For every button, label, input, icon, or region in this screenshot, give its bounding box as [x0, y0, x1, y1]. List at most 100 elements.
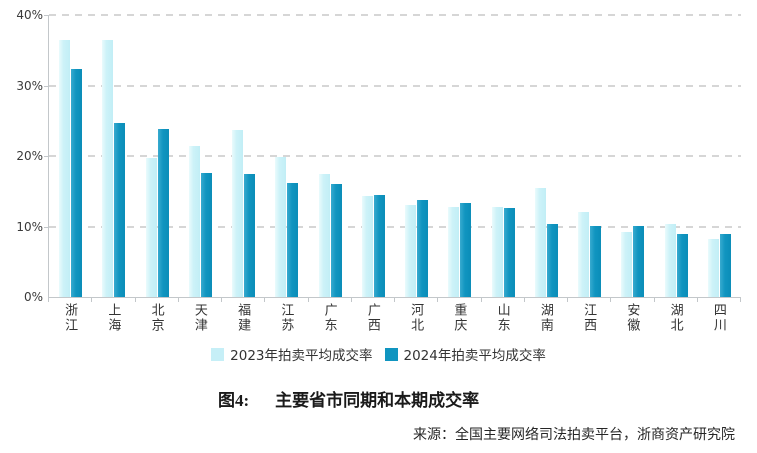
x-axis-category: 重庆: [437, 303, 480, 337]
bar-group: [568, 15, 611, 297]
bar-2024: [330, 183, 342, 297]
bar-2023: [361, 196, 373, 297]
legend: 2023年拍卖平均成交率 2024年拍卖平均成交率: [0, 344, 757, 364]
x-axis-category-text: 浙江: [62, 303, 78, 333]
x-axis-category-text: 安徽: [624, 303, 640, 333]
y-axis-tick: [44, 15, 48, 16]
bar-2024: [71, 69, 83, 297]
bar-group: [698, 15, 741, 297]
bar-2024: [590, 225, 602, 297]
gridline-30: [49, 84, 741, 87]
bar-group: [482, 15, 525, 297]
x-axis-tick: [610, 298, 612, 302]
bar-2024: [287, 182, 299, 297]
x-axis-labels: 浙江 上海 北京 天津 福建 江苏 广东 广西 河北 重庆 山东 湖南 江西 安徽 湖北 四川: [48, 303, 740, 337]
x-axis-category: 山东: [481, 303, 524, 337]
x-axis-category-text: 上海: [105, 303, 121, 333]
x-axis-tick: [307, 298, 309, 302]
bar-2024: [633, 225, 645, 297]
x-axis-tick: [523, 298, 525, 302]
bar-2023: [102, 39, 114, 297]
x-axis-category-text: 四川: [710, 303, 726, 333]
x-axis-tick: [350, 298, 352, 302]
x-axis-category-text: 湖南: [537, 303, 553, 333]
bar-group: [395, 15, 438, 297]
bar-2023: [534, 188, 546, 297]
x-axis-tick: [91, 298, 93, 302]
bar-2024: [417, 200, 429, 297]
x-axis-category-text: 山东: [494, 303, 510, 333]
bar-group: [92, 15, 135, 297]
bar-2024: [460, 203, 472, 297]
x-axis-tick: [221, 298, 222, 302]
bar-2023: [232, 129, 244, 297]
bar-2023: [664, 224, 676, 297]
caption-title: 主要省市同期和本期成交率: [275, 391, 480, 410]
bar-2024: [244, 174, 256, 297]
x-axis-tick: [696, 298, 698, 302]
y-axis-tick: [44, 226, 48, 228]
x-axis-category: 湖南: [524, 303, 567, 337]
x-axis-category-text: 广东: [321, 303, 337, 333]
x-axis-category: 江苏: [264, 303, 307, 337]
x-axis-tick: [567, 298, 568, 302]
x-axis-category-text: 湖北: [667, 303, 683, 333]
bar-group: [655, 15, 698, 297]
bar-2024: [200, 172, 212, 297]
x-axis-tick: [264, 298, 266, 302]
x-axis-tick: [480, 298, 482, 302]
x-axis-category-text: 广西: [364, 303, 380, 333]
x-axis-category: 江西: [567, 303, 610, 337]
bar-group: [136, 15, 179, 297]
x-axis-category-text: 重庆: [451, 303, 467, 333]
x-axis-category-text: 河北: [408, 303, 424, 333]
bar-2023: [405, 204, 417, 297]
x-axis-category: 北京: [135, 303, 178, 337]
x-axis-category: 广东: [308, 303, 351, 337]
bar-group: [352, 15, 395, 297]
bar-2023: [491, 207, 503, 297]
x-axis-category-text: 福建: [235, 303, 251, 333]
bar-2024: [676, 233, 688, 297]
legend-item-2024: 2024年拍卖平均成交率: [384, 344, 546, 364]
x-axis-category: 四川: [697, 303, 740, 337]
bar-group: [438, 15, 481, 297]
x-axis-category: 安徽: [610, 303, 653, 337]
x-axis-tick: [177, 298, 179, 302]
legend-item-2023: 2023年拍卖平均成交率: [211, 344, 373, 364]
x-axis-category: 湖北: [654, 303, 697, 337]
x-axis-category-text: 北京: [148, 303, 164, 333]
y-axis-label: 10%: [16, 219, 43, 234]
bar-group: [611, 15, 654, 297]
gridline-20: [49, 155, 741, 157]
bar-2024: [503, 208, 515, 297]
bar-2024: [373, 194, 385, 297]
bar-group: [49, 15, 92, 297]
y-axis-label: 30%: [16, 78, 43, 93]
legend-label: 2023年拍卖平均成交率: [230, 348, 373, 364]
bar-2024: [546, 223, 558, 297]
bar-2023: [578, 212, 590, 297]
bar-group: [265, 15, 308, 297]
x-axis-tick: [48, 298, 49, 302]
gridline-10: [49, 225, 741, 228]
bar-group: [309, 15, 352, 297]
gridline-40: [49, 14, 741, 16]
bar-2023: [275, 157, 287, 297]
bar-2023: [707, 239, 719, 297]
caption-number: 图4:: [218, 391, 250, 410]
x-axis-tick: [134, 298, 136, 302]
x-axis-category: 福建: [221, 303, 264, 337]
y-axis-label: 20%: [16, 149, 43, 163]
legend-swatch-icon: [211, 347, 225, 361]
x-axis-category: 上海: [91, 303, 134, 337]
x-axis-tick: [437, 298, 439, 302]
bar-group: [222, 15, 265, 297]
x-axis-category: 广西: [351, 303, 394, 337]
bar-2023: [621, 232, 633, 297]
bar-2023: [188, 146, 200, 297]
bar-groups: [49, 15, 741, 297]
bar-2023: [448, 207, 460, 297]
x-axis-category: 天津: [178, 303, 221, 337]
